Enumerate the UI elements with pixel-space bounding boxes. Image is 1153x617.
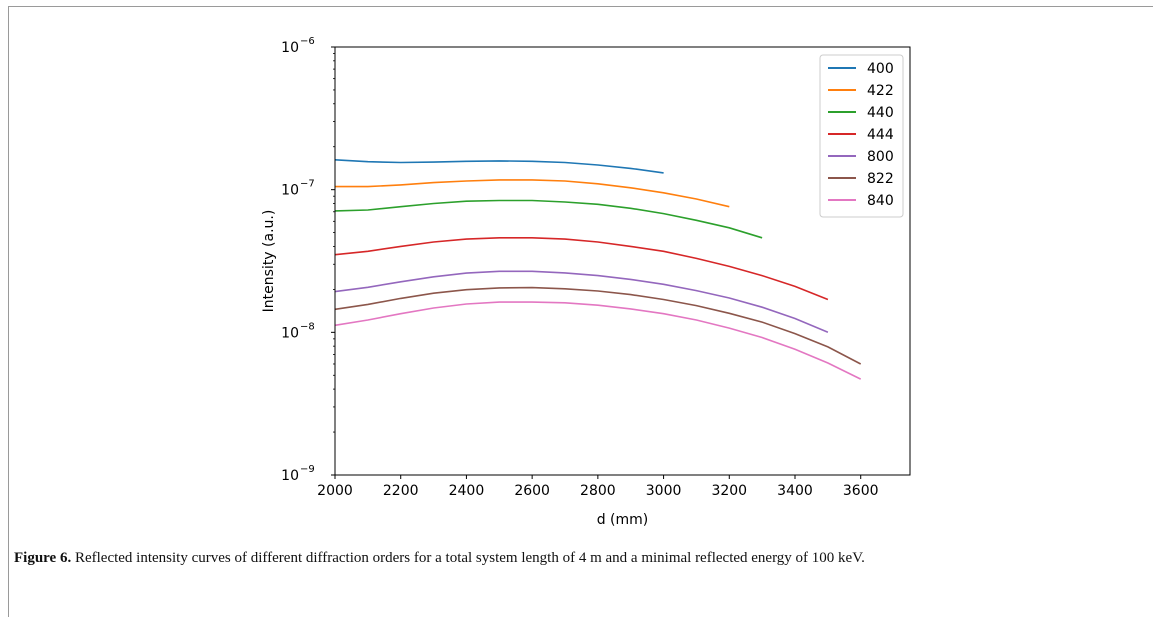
x-tick-label: 2800	[580, 483, 616, 499]
y-tick-label: 10	[281, 40, 299, 56]
x-tick-label: 3400	[777, 483, 813, 499]
series-group	[334, 159, 862, 380]
x-axis-label: d (mm)	[597, 512, 649, 528]
series-line-840	[334, 301, 862, 380]
legend-label: 840	[867, 193, 894, 209]
page-frame-left	[8, 6, 9, 617]
legend-label: 440	[867, 105, 894, 121]
x-tick-label: 3000	[646, 483, 682, 499]
y-tick-base: 10	[281, 40, 299, 56]
series-line-444	[334, 237, 829, 301]
y-tick-exponent: −9	[300, 464, 315, 475]
plot-area	[335, 47, 910, 475]
series-line-800	[334, 270, 829, 334]
y-tick-label: 10	[281, 183, 299, 199]
series-line-440	[334, 199, 763, 239]
caption-label: Figure 6.	[14, 550, 72, 566]
y-tick-exponent: −6	[300, 36, 315, 47]
x-tick-label: 2600	[514, 483, 550, 499]
series-line-400	[334, 159, 664, 174]
legend-label: 822	[867, 171, 894, 187]
y-tick-base: 10	[281, 468, 299, 484]
y-tick-exponent: −7	[300, 179, 315, 190]
legend: 400 422 440 444 800 822 840	[819, 54, 904, 218]
x-tick-label: 2400	[449, 483, 485, 499]
y-tick-base: 10	[281, 183, 299, 199]
legend-label: 444	[867, 127, 894, 143]
y-tick-base: 10	[281, 325, 299, 341]
legend-label: 800	[867, 149, 894, 165]
figure-caption: Figure 6. Reflected intensity curves of …	[14, 548, 1124, 569]
legend-box	[819, 54, 904, 218]
series-line-422	[335, 179, 730, 208]
legend-label: 422	[867, 83, 894, 99]
x-tick-label: 3600	[843, 483, 879, 499]
x-axis: 2000 2200 2400 2600 2800 3000 3200 3400 3600	[317, 475, 879, 499]
plot-border	[334, 46, 911, 476]
legend-label: 400	[867, 61, 894, 77]
y-axis: 10−910−810−710−6	[281, 36, 335, 484]
page-frame-top	[8, 6, 1153, 7]
x-tick-label: 2200	[383, 483, 419, 499]
y-tick-exponent: −8	[300, 321, 315, 332]
x-tick-label: 2000	[317, 483, 353, 499]
y-tick-label: 10	[281, 325, 299, 341]
caption-text: Reflected intensity curves of different …	[71, 550, 865, 566]
series-line-822	[334, 286, 862, 365]
intensity-line-chart: 2000 2200 2400 2600 2800 3000 3200 3400 3600 10−…	[261, 36, 911, 528]
x-tick-label: 3200	[711, 483, 747, 499]
y-axis-label: Intensity (a.u.)	[261, 210, 277, 313]
y-tick-label: 10	[281, 468, 299, 484]
